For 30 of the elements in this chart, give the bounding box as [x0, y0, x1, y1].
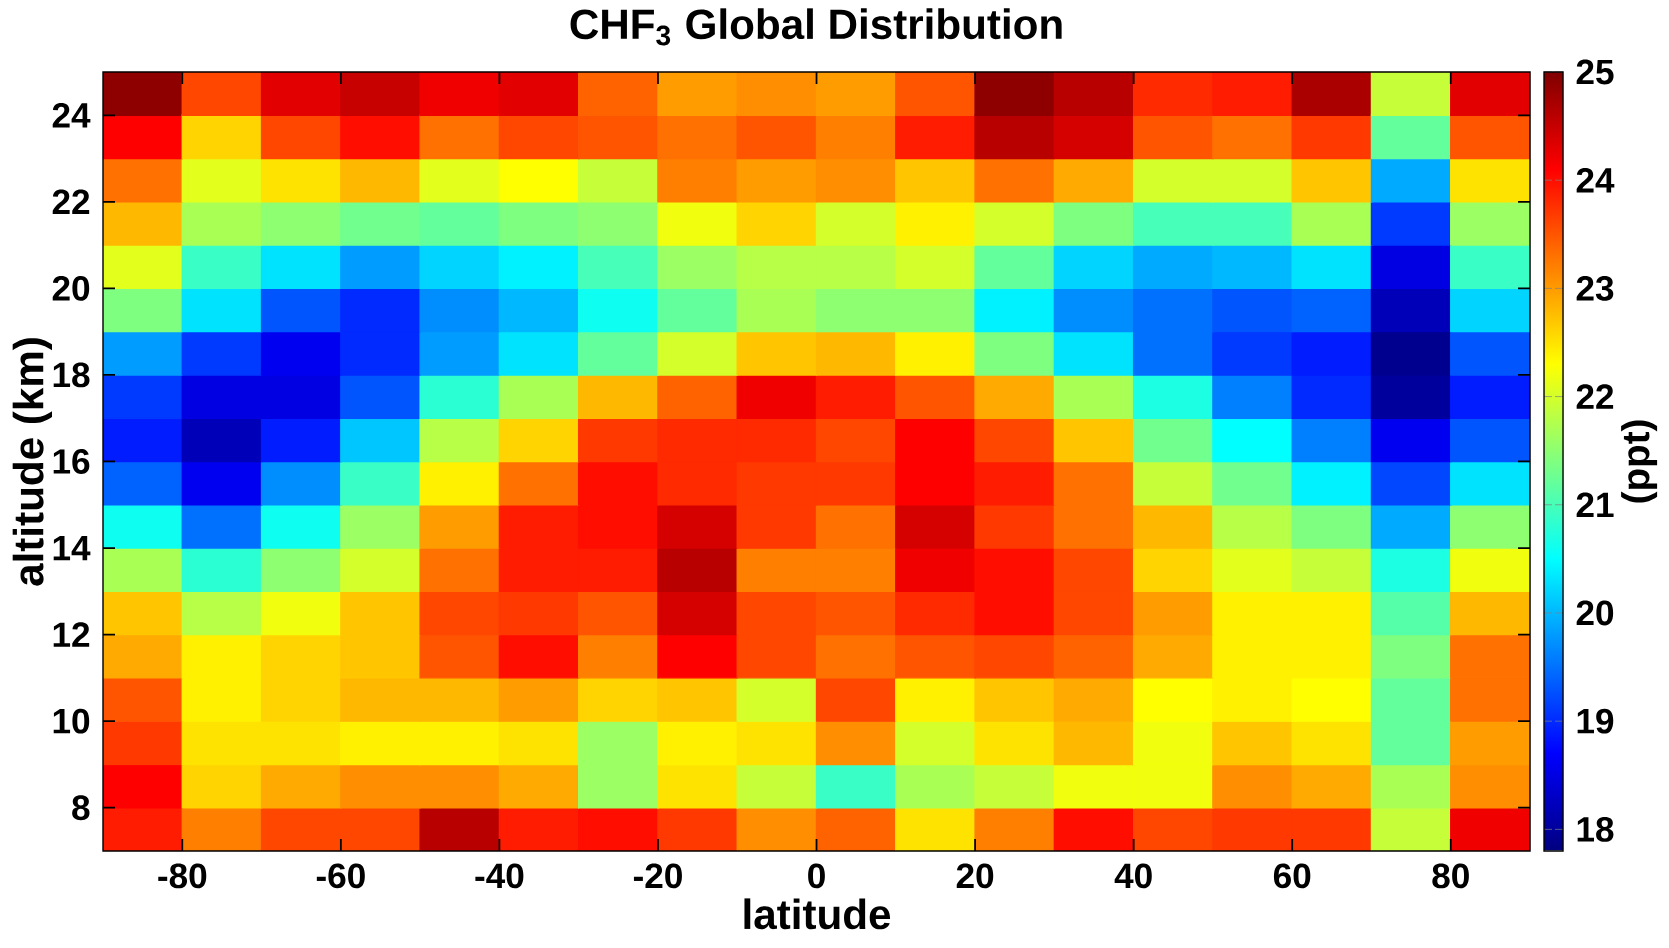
color-bar-title: (ppt) — [1621, 420, 1658, 503]
y-axis-title: altitude (km) — [12, 338, 52, 586]
x-tick-label: 0 — [808, 863, 825, 889]
color-bar-label: 24 — [1576, 167, 1615, 193]
x-tick-label: 20 — [956, 863, 994, 889]
color-bar-label: 23 — [1576, 275, 1614, 301]
y-tick-label: 22 — [52, 189, 90, 215]
x-tick-label: -80 — [158, 863, 207, 889]
x-tick-label: 40 — [1114, 863, 1152, 889]
x-tick-label: -40 — [475, 863, 524, 889]
chart-title: CHF$_{3}$ Global Distribution — [570, 8, 1062, 46]
y-tick-label: 10 — [53, 708, 90, 734]
color-bar-label: 21 — [1576, 492, 1614, 518]
color-bar-label: 25 — [1576, 59, 1614, 85]
x-axis-title: latitude — [744, 898, 891, 930]
color-bar-label: 20 — [1576, 600, 1614, 626]
color-bar-label: 22 — [1576, 384, 1614, 409]
y-tick-label: 24 — [52, 103, 91, 128]
y-tick-label: 14 — [53, 535, 91, 561]
y-tick-label: 20 — [52, 275, 90, 301]
x-tick-label: 60 — [1273, 863, 1311, 889]
x-tick-label: 80 — [1432, 863, 1469, 889]
y-tick-label: 12 — [53, 622, 90, 647]
y-tick-label: 8 — [72, 795, 90, 821]
color-bar-label: 19 — [1577, 708, 1614, 734]
color-bar-label: 18 — [1577, 816, 1614, 842]
x-tick-label: -60 — [316, 863, 365, 889]
y-tick-label: 16 — [53, 449, 90, 474]
y-tick-label: 18 — [53, 362, 90, 388]
x-tick-label: -20 — [633, 863, 682, 889]
